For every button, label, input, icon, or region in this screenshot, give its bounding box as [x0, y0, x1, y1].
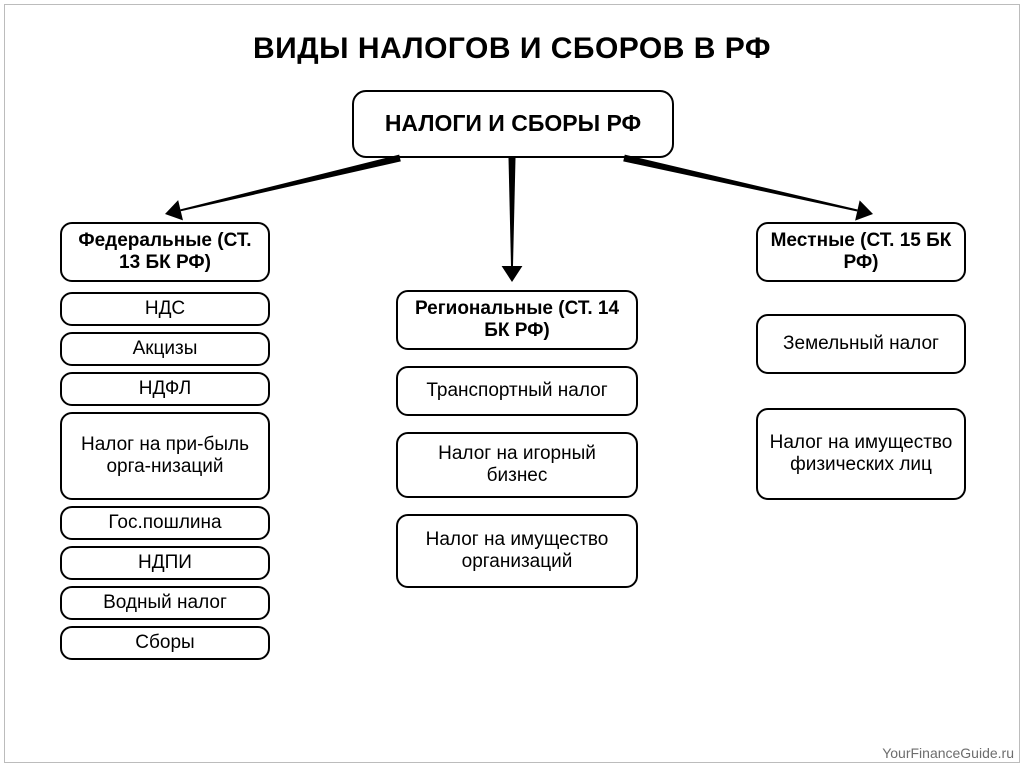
page-title: ВИДЫ НАЛОГОВ И СБОРОВ В РФ: [0, 32, 1024, 66]
federal-item: НДФЛ: [60, 372, 270, 406]
federal-item: НДПИ: [60, 546, 270, 580]
federal-item: Водный налог: [60, 586, 270, 620]
regional-item: Транспортный налог: [396, 366, 638, 416]
regional-item: Налог на имущество организаций: [396, 514, 638, 588]
federal-header: Федеральные (СТ. 13 БК РФ): [60, 222, 270, 282]
local-item: Налог на имущество физических лиц: [756, 408, 966, 500]
federal-item: Сборы: [60, 626, 270, 660]
local-item: Земельный налог: [756, 314, 966, 374]
federal-item: Гос.пошлина: [60, 506, 270, 540]
regional-item: Налог на игорный бизнес: [396, 432, 638, 498]
local-header: Местные (СТ. 15 БК РФ): [756, 222, 966, 282]
federal-item: Акцизы: [60, 332, 270, 366]
root-node: НАЛОГИ И СБОРЫ РФ: [352, 90, 674, 158]
regional-header: Региональные (СТ. 14 БК РФ): [396, 290, 638, 350]
federal-item: НДС: [60, 292, 270, 326]
watermark: YourFinanceGuide.ru: [882, 745, 1014, 761]
federal-item: Налог на при-быль орга-низаций: [60, 412, 270, 500]
